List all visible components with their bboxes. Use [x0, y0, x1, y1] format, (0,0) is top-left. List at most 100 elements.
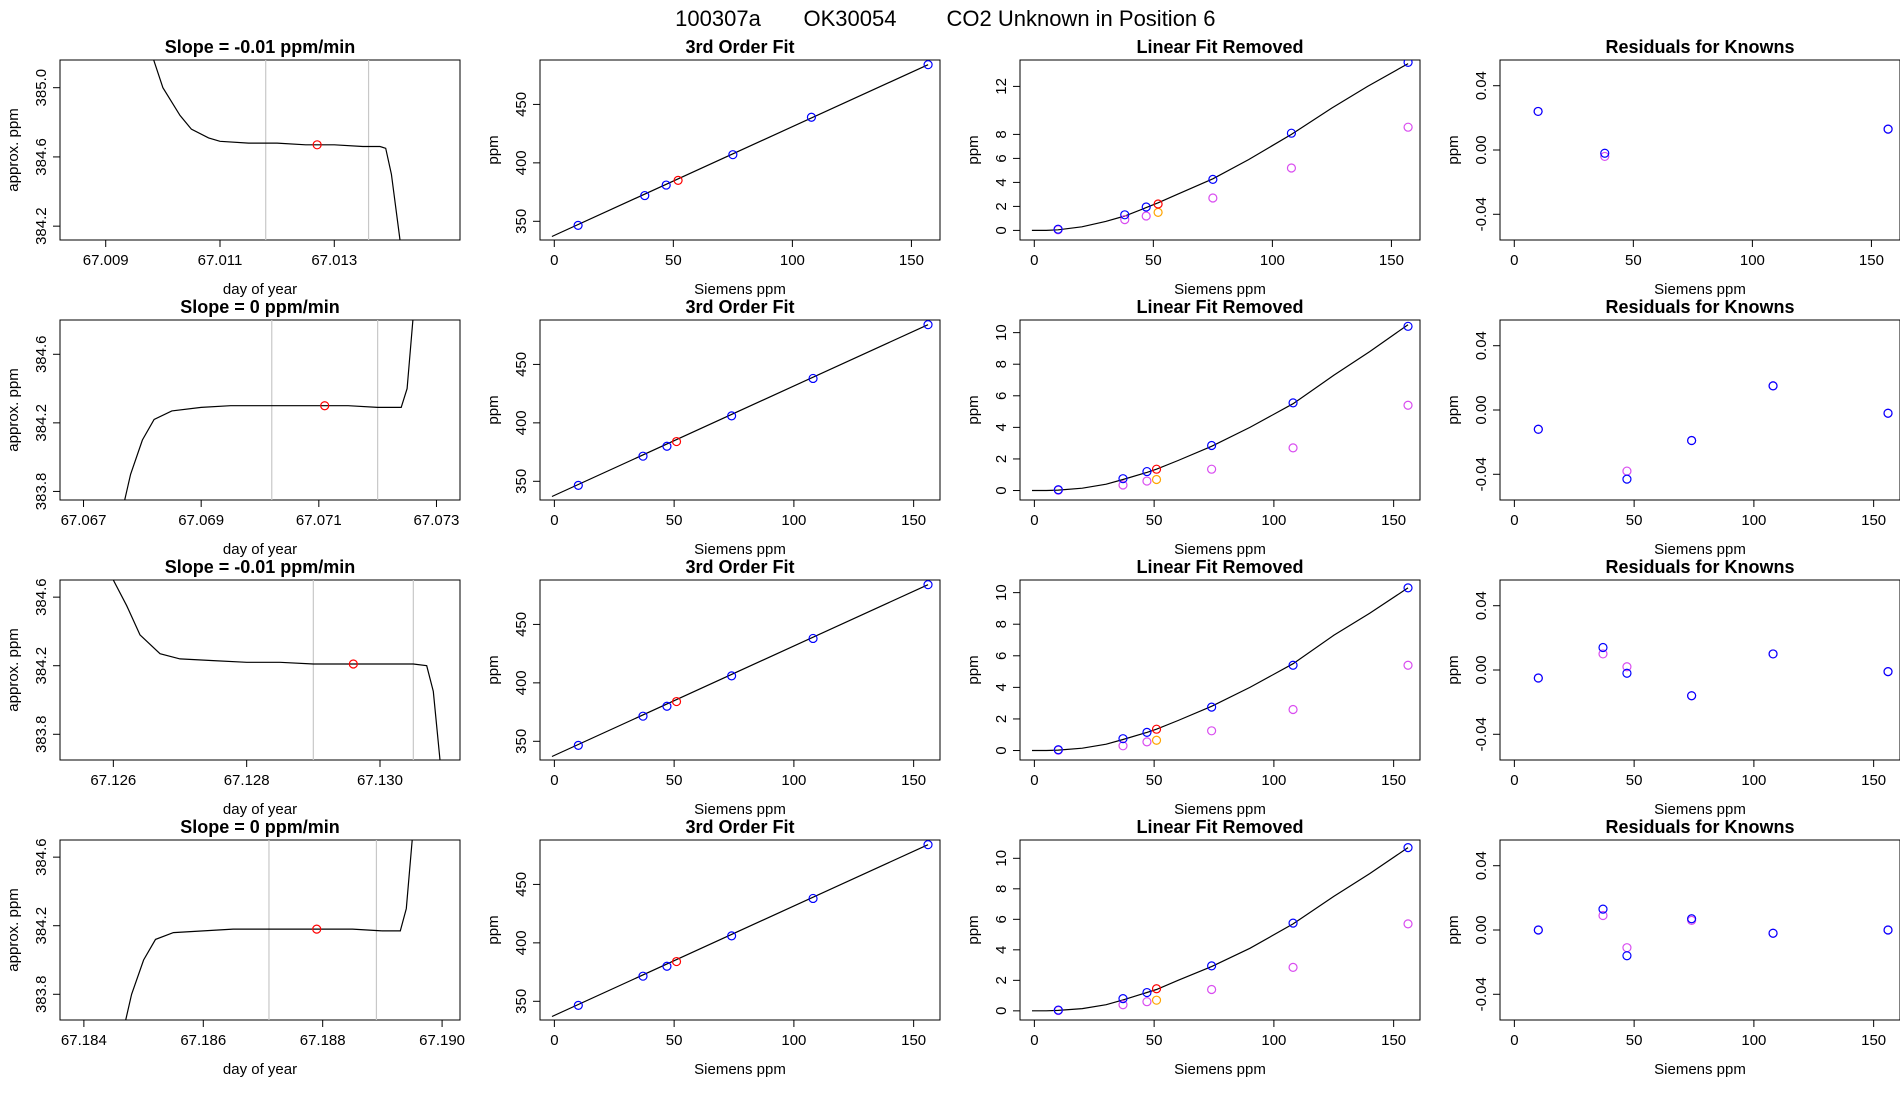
point-blue: [1622, 474, 1632, 484]
point-linear: [1288, 962, 1298, 972]
y-tick-label: 450: [513, 352, 530, 377]
point-blue: [1622, 951, 1632, 961]
point-magenta: [1600, 151, 1610, 162]
y-tick-label: -0.04: [1473, 717, 1490, 751]
point-unknown: [671, 956, 682, 967]
x-tick-label: 67.128: [224, 772, 270, 789]
chart-0-residuals: Residuals for Knowns Siemens ppm ppm 0 50 100…: [1445, 37, 1900, 298]
fit-line: [551, 324, 929, 498]
y-tick-label: 384.2: [33, 404, 50, 442]
point-blue: [1883, 408, 1893, 418]
chart-3-trace: Slope = 0 ppm/min day of year approx. ppm 6…: [5, 817, 465, 1078]
mean-marker: [312, 924, 322, 934]
plot-area: [551, 580, 933, 758]
y-tick-label: 0.04: [1473, 331, 1490, 360]
x-tick-label: 100: [1260, 252, 1285, 269]
point-linear: [1118, 741, 1128, 751]
y-axis-label: ppm: [1445, 135, 1462, 164]
x-axis-label: Siemens ppm: [1174, 801, 1266, 818]
point-knowns: [1403, 60, 1413, 67]
x-tick-label: 150: [901, 1032, 926, 1049]
point-linear: [1403, 400, 1413, 410]
y-tick-label: 384.2: [33, 907, 50, 945]
y-tick-label: 400: [513, 670, 530, 695]
plot-frame: [1499, 579, 1900, 761]
point-linear: [1403, 919, 1413, 929]
y-axis-label: ppm: [485, 915, 502, 944]
chart-title: Linear Fit Removed: [1136, 297, 1303, 317]
plot-area: [1032, 583, 1413, 755]
plot-frame: [539, 59, 941, 241]
point-magenta: [1622, 943, 1632, 953]
point-knowns: [573, 220, 583, 230]
trace-line: [112, 580, 441, 760]
x-tick-label: 67.067: [61, 512, 107, 529]
point-linear: [1288, 704, 1298, 715]
plot-area: [551, 60, 933, 238]
plot-frame: [1499, 59, 1900, 241]
y-tick-label: 10: [993, 584, 1010, 601]
x-axis-label: Siemens ppm: [1654, 541, 1746, 558]
fit-curve: [1031, 63, 1409, 231]
y-tick-label: 0.04: [1473, 851, 1490, 880]
plot-frame: [59, 319, 461, 501]
mean-marker: [348, 659, 358, 669]
point-knowns: [1142, 727, 1152, 737]
chart-title: Residuals for Knowns: [1605, 817, 1794, 837]
x-tick-label: 150: [1381, 772, 1406, 789]
x-tick-label: 100: [1740, 252, 1765, 269]
point-knowns: [662, 441, 672, 451]
plot-frame: [1019, 319, 1421, 501]
y-tick-label: 10: [993, 850, 1010, 867]
y-tick-label: 2: [993, 202, 1010, 210]
y-tick-label: 4: [993, 683, 1010, 691]
x-tick-label: 50: [666, 1032, 683, 1049]
plot-area: [1533, 381, 1893, 484]
x-axis-label: Siemens ppm: [694, 281, 786, 298]
y-tick-label: 400: [513, 930, 530, 955]
point-knowns: [1403, 583, 1413, 593]
y-tick-label: 450: [513, 612, 530, 637]
x-tick-label: 67.126: [90, 772, 136, 789]
point-blue: [1533, 424, 1543, 434]
y-axis-label: ppm: [1445, 915, 1462, 944]
point-unknown: [1151, 724, 1162, 734]
point-knowns: [1141, 202, 1151, 212]
fit-line: [551, 584, 929, 758]
plot-area: [551, 320, 933, 498]
point-knowns: [923, 60, 933, 70]
point-knowns: [808, 373, 818, 384]
point-linear: [1141, 211, 1151, 221]
x-tick-label: 100: [1261, 1032, 1286, 1049]
point-knowns: [1208, 174, 1218, 184]
point-blue: [1883, 925, 1893, 935]
x-tick-label: 150: [899, 252, 924, 269]
chart-0-trace: Slope = -0.01 ppm/min day of year approx. …: [5, 37, 461, 298]
chart-1-fit: 3rd Order Fit Siemens ppm ppm 0 50 100 150 350 4…: [485, 297, 941, 558]
y-axis-label: approx. ppm: [5, 628, 22, 711]
y-tick-label: 383.8: [33, 976, 50, 1014]
point-unknown: [673, 175, 683, 185]
y-tick-label: 12: [993, 78, 1010, 95]
plot-frame: [1019, 839, 1421, 1021]
point-knowns: [1207, 702, 1217, 712]
x-axis-label: Siemens ppm: [694, 541, 786, 558]
chart-title: Residuals for Knowns: [1605, 297, 1794, 317]
plot-area: [112, 580, 441, 760]
x-tick-label: 67.013: [311, 252, 357, 269]
x-tick-label: 50: [666, 772, 683, 789]
point-knowns: [1053, 485, 1063, 495]
point-knowns: [662, 701, 672, 711]
x-tick-label: 50: [1145, 252, 1162, 269]
x-tick-label: 0: [1030, 512, 1038, 529]
plot-frame: [539, 319, 941, 501]
y-tick-label: 6: [993, 652, 1010, 660]
point-knowns: [638, 711, 648, 721]
x-tick-label: 0: [1510, 1032, 1518, 1049]
x-tick-label: 50: [1625, 252, 1642, 269]
point-unknown-linear: [1151, 474, 1162, 485]
fit-curve: [1032, 324, 1409, 492]
point-linear: [1142, 997, 1152, 1007]
